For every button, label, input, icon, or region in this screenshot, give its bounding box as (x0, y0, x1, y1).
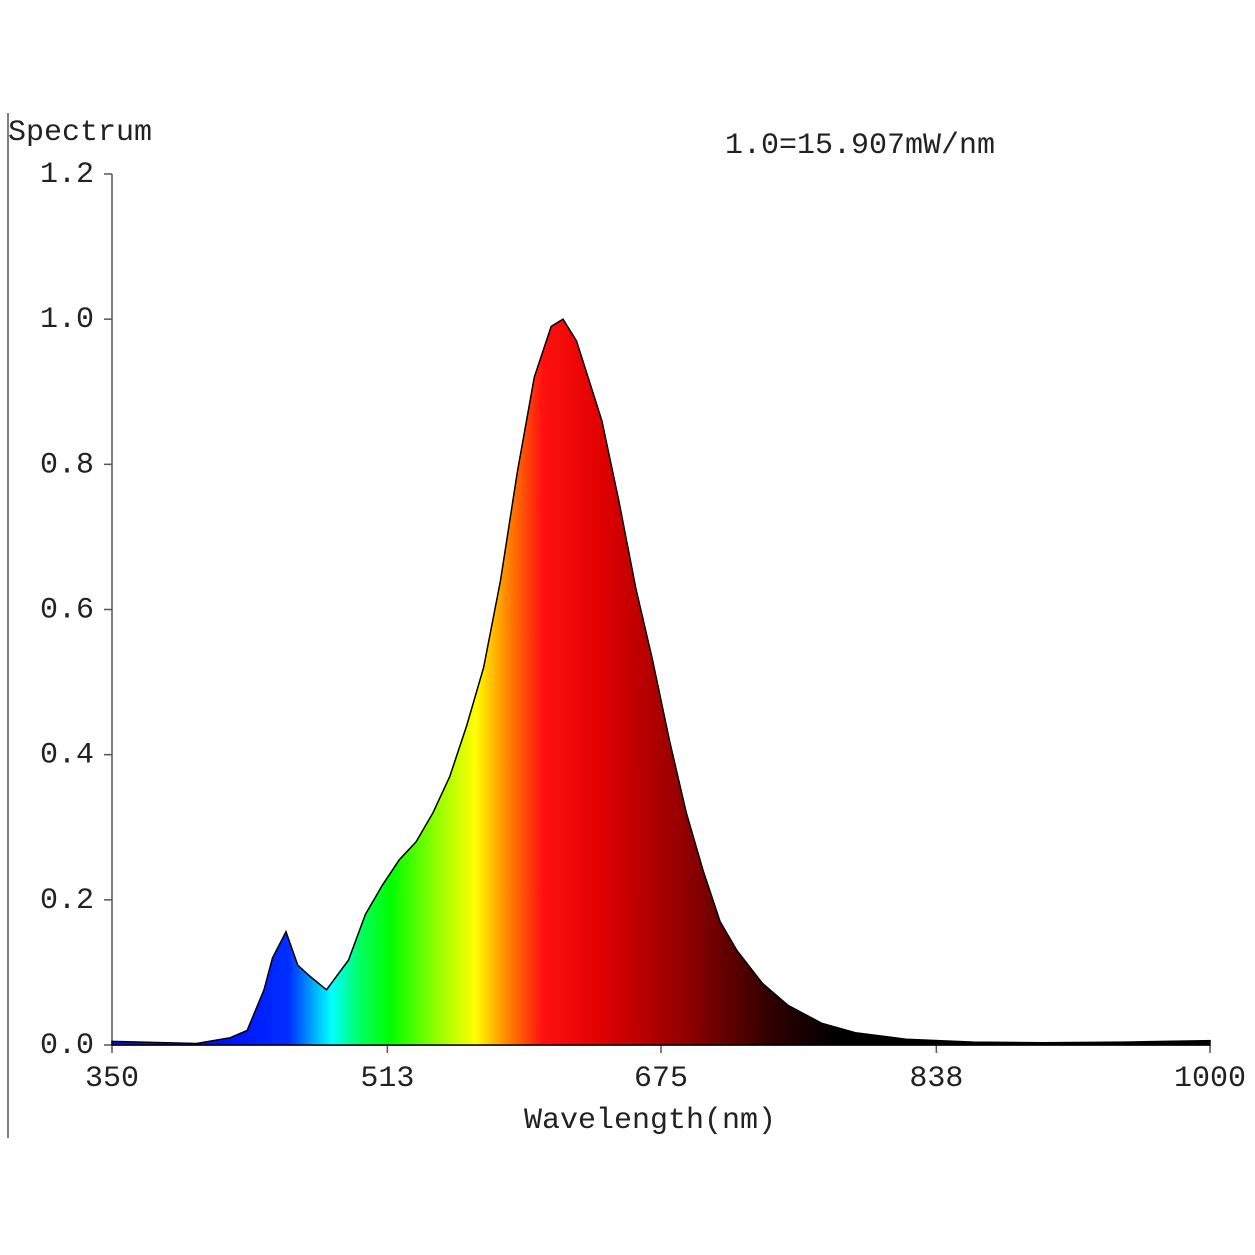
y-tick-label: 0.2 (40, 884, 94, 918)
y-tick-label: 1.0 (40, 303, 94, 337)
y-tick-label: 1.2 (40, 158, 94, 192)
x-tick-label: 513 (360, 1062, 414, 1096)
x-tick-label: 1000 (1174, 1062, 1246, 1096)
spectrum-area (111, 318, 1211, 1046)
annotation: 1.0=15.907mW/nm (725, 129, 995, 163)
chart-title: Spectrum (8, 116, 152, 150)
x-tick-label: 838 (909, 1062, 963, 1096)
y-tick-label: 0.0 (40, 1029, 94, 1063)
x-axis-label: Wavelength(nm) (524, 1104, 776, 1138)
y-tick-label: 0.4 (40, 739, 94, 773)
x-tick-label: 675 (634, 1062, 688, 1096)
y-tick-label: 0.8 (40, 448, 94, 482)
x-tick-label: 350 (85, 1062, 139, 1096)
y-tick-label: 0.6 (40, 593, 94, 627)
